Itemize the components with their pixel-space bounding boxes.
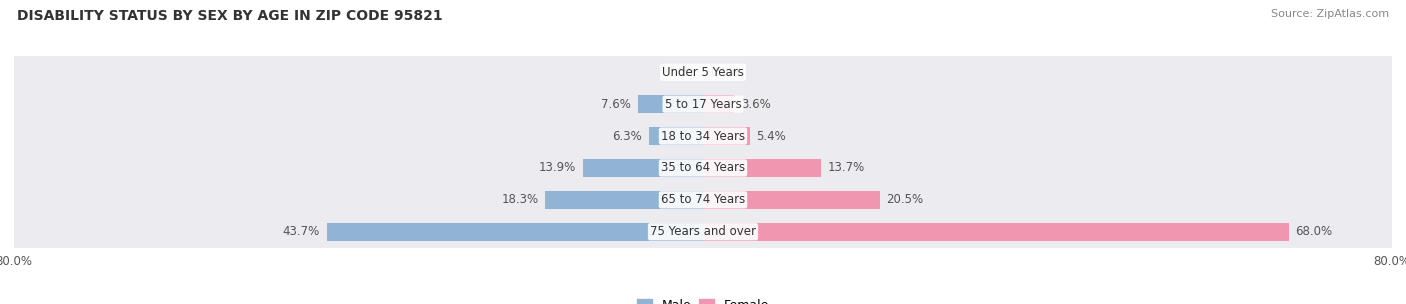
Text: Source: ZipAtlas.com: Source: ZipAtlas.com — [1271, 9, 1389, 19]
Bar — [14, 56, 1392, 88]
Text: 35 to 64 Years: 35 to 64 Years — [661, 161, 745, 174]
Text: 3.6%: 3.6% — [741, 98, 770, 111]
Text: 7.6%: 7.6% — [600, 98, 631, 111]
Bar — [546, 191, 703, 209]
Text: 6.3%: 6.3% — [612, 130, 643, 143]
Text: 18.3%: 18.3% — [502, 193, 538, 206]
Text: 65 to 74 Years: 65 to 74 Years — [661, 193, 745, 206]
Text: 13.9%: 13.9% — [538, 161, 576, 174]
Bar — [14, 216, 1392, 248]
Bar — [703, 127, 749, 145]
Text: DISABILITY STATUS BY SEX BY AGE IN ZIP CODE 95821: DISABILITY STATUS BY SEX BY AGE IN ZIP C… — [17, 9, 443, 23]
Bar — [648, 127, 703, 145]
Text: 0.0%: 0.0% — [666, 66, 696, 79]
Text: 18 to 34 Years: 18 to 34 Years — [661, 130, 745, 143]
Text: 20.5%: 20.5% — [886, 193, 924, 206]
Bar — [14, 184, 1392, 216]
Text: 68.0%: 68.0% — [1295, 225, 1333, 238]
Bar — [14, 88, 1392, 120]
Bar — [326, 223, 703, 240]
Bar — [583, 159, 703, 177]
Text: 5 to 17 Years: 5 to 17 Years — [665, 98, 741, 111]
Bar — [14, 152, 1392, 184]
Bar — [637, 95, 703, 113]
Text: 0.0%: 0.0% — [710, 66, 740, 79]
Text: 43.7%: 43.7% — [283, 225, 319, 238]
Text: Under 5 Years: Under 5 Years — [662, 66, 744, 79]
Bar — [703, 223, 1289, 240]
Text: 75 Years and over: 75 Years and over — [650, 225, 756, 238]
Text: 13.7%: 13.7% — [828, 161, 865, 174]
Bar — [703, 95, 734, 113]
Legend: Male, Female: Male, Female — [631, 294, 775, 304]
Bar — [703, 159, 821, 177]
Bar — [703, 191, 880, 209]
Text: 5.4%: 5.4% — [756, 130, 786, 143]
Bar — [14, 120, 1392, 152]
